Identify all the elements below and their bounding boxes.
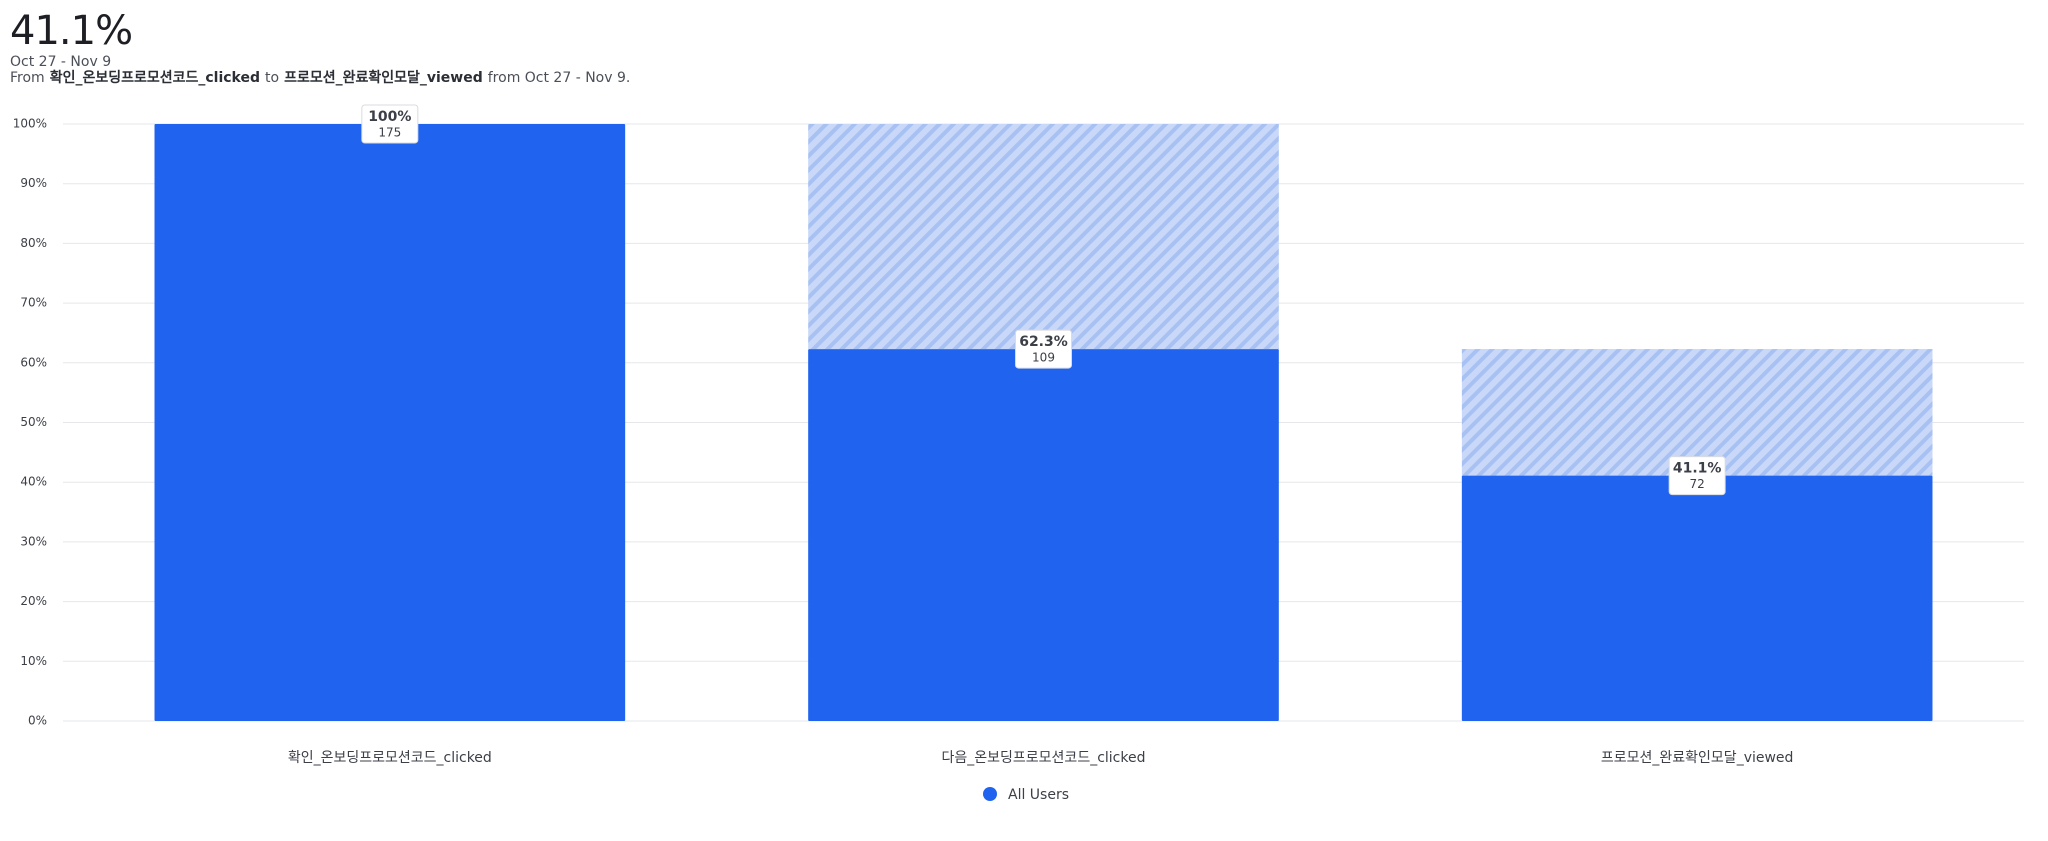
bar xyxy=(808,349,1279,721)
headline: 41.1% xyxy=(10,8,133,54)
subtitle: From 확인_온보딩프로모션코드_clicked to 프로모션_완료확인모달_vi… xyxy=(10,70,635,86)
value-label-percent: 100% xyxy=(368,109,411,125)
value-label-count: 109 xyxy=(1032,351,1055,365)
y-tick-label: 0% xyxy=(28,714,47,728)
y-tick-label: 80% xyxy=(20,236,47,250)
value-label: 100%175 xyxy=(361,104,419,144)
y-tick-label: 40% xyxy=(20,475,47,489)
legend-swatch xyxy=(983,787,997,801)
y-tick-label: 100% xyxy=(13,117,47,131)
drop-off-bar xyxy=(808,124,1279,350)
header: 41.1% Oct 27 - Nov 9 From 확인_온보딩프로모션코드_cl… xyxy=(10,8,635,86)
subtitle-part: 확인_온보딩프로모션코드_clicked xyxy=(49,70,261,86)
value-label: 41.1%72 xyxy=(1668,456,1726,496)
date-range: Oct 27 - Nov 9 xyxy=(10,54,112,70)
value-label-box xyxy=(361,104,419,144)
value-label-percent: 41.1% xyxy=(1673,461,1722,477)
y-tick-label: 60% xyxy=(20,355,47,369)
value-label-box xyxy=(1668,456,1726,496)
value-label-count: 175 xyxy=(378,126,401,140)
value-label-box xyxy=(1015,329,1072,369)
bar xyxy=(1461,475,1933,721)
x-tick-label: 다음_온보딩프로모션코드_clicked xyxy=(942,750,1146,766)
x-tick-label: 프로모션_완료확인모달_viewed xyxy=(1601,750,1794,766)
x-tick-label: 확인_온보딩프로모션코드_clicked xyxy=(288,750,492,766)
y-tick-label: 50% xyxy=(20,415,47,429)
subtitle-part: From xyxy=(10,70,45,86)
y-tick-label: 70% xyxy=(20,296,47,310)
subtitle-part: 프로모션_완료확인모달_viewed xyxy=(284,70,483,86)
y-tick-label: 90% xyxy=(20,176,47,190)
value-label-count: 72 xyxy=(1690,477,1705,491)
y-tick-label: 30% xyxy=(20,534,47,548)
bar xyxy=(154,124,626,721)
value-label-percent: 62.3% xyxy=(1019,334,1068,350)
legend-label: All Users xyxy=(1008,787,1069,803)
subtitle-part: from Oct 27 - Nov 9. xyxy=(487,70,631,86)
value-label: 62.3%109 xyxy=(1015,329,1072,369)
y-tick-label: 20% xyxy=(20,594,47,608)
drop-off-bar xyxy=(1461,349,1933,476)
subtitle-part: to xyxy=(265,70,280,86)
y-tick-label: 10% xyxy=(20,654,47,668)
